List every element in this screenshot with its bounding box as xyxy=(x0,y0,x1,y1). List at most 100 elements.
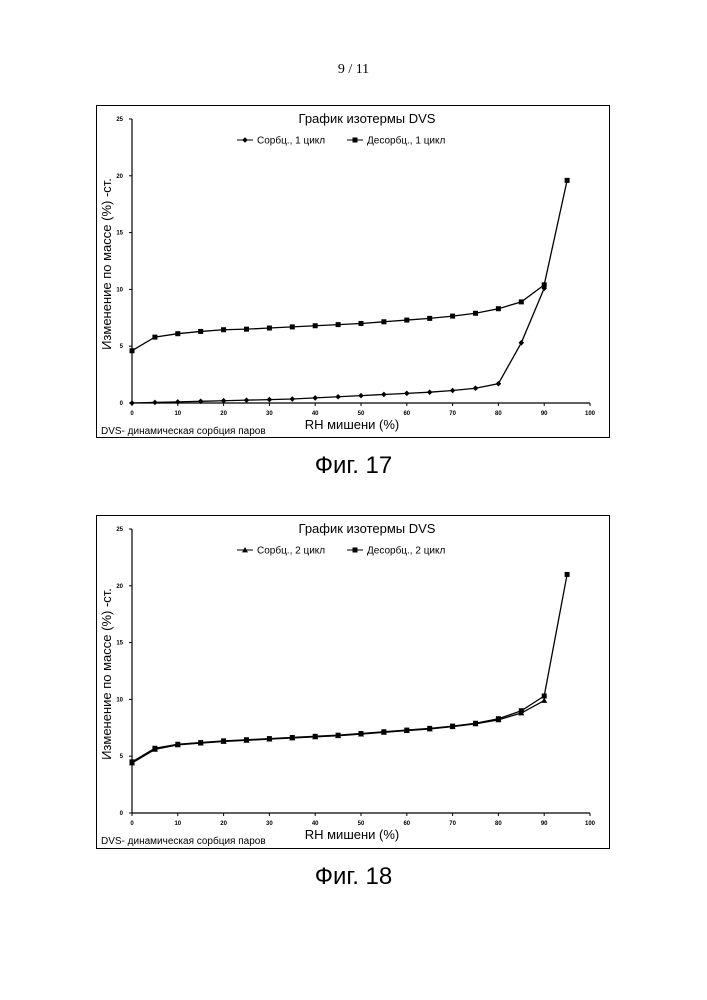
data-point xyxy=(175,331,180,336)
data-point xyxy=(175,742,180,747)
data-point xyxy=(267,326,272,331)
legend-item-1: Сорбц., 2 цикл xyxy=(237,545,325,557)
series-line xyxy=(132,574,567,761)
series-line xyxy=(132,180,567,350)
y-tick-label: 0 xyxy=(120,401,124,407)
chart-fig-17: 05101520250102030405060708090100График и… xyxy=(96,105,610,438)
legend-label: Сорбц., 1 цикл xyxy=(257,135,325,147)
data-point xyxy=(130,759,135,764)
x-tick-label: 0 xyxy=(130,411,134,417)
data-point xyxy=(427,726,432,731)
data-point xyxy=(244,327,249,332)
data-point xyxy=(336,322,341,327)
y-tick-label: 0 xyxy=(120,811,124,817)
data-point xyxy=(404,728,409,733)
chart-title: График изотермы DVS xyxy=(299,111,436,126)
x-tick-label: 0 xyxy=(130,821,134,827)
y-axis-label: Изменение по массе (%) -ст. xyxy=(99,178,114,350)
data-point xyxy=(542,282,547,287)
data-point xyxy=(152,746,157,751)
x-tick-label: 80 xyxy=(495,821,502,827)
legend-item-1: Сорбц., 1 цикл xyxy=(237,135,325,147)
data-point xyxy=(359,321,364,326)
y-tick-label: 10 xyxy=(116,287,123,293)
y-tick-label: 15 xyxy=(116,231,123,237)
y-tick-label: 20 xyxy=(116,174,123,180)
data-point xyxy=(313,323,318,328)
y-tick-label: 5 xyxy=(120,754,124,760)
x-tick-label: 90 xyxy=(541,411,548,417)
x-tick-label: 100 xyxy=(585,411,596,417)
y-tick-label: 10 xyxy=(116,697,123,703)
chart-fig-18: 05101520250102030405060708090100График и… xyxy=(96,515,610,849)
y-tick-label: 5 xyxy=(120,344,124,350)
data-point xyxy=(152,400,158,406)
data-point xyxy=(496,306,501,311)
x-tick-label: 70 xyxy=(449,411,456,417)
data-point xyxy=(496,716,501,721)
data-point xyxy=(290,396,296,402)
legend-label: Десорбц., 2 цикл xyxy=(367,545,446,557)
chart-footnote: DVS- динамическая сорбция паров xyxy=(101,425,266,437)
data-point xyxy=(130,348,135,353)
data-point xyxy=(473,311,478,316)
data-point xyxy=(312,395,318,401)
data-point xyxy=(290,735,295,740)
data-point xyxy=(542,693,547,698)
data-point xyxy=(290,324,295,329)
data-point xyxy=(358,393,364,399)
data-point xyxy=(427,316,432,321)
data-point xyxy=(244,737,249,742)
data-point xyxy=(473,721,478,726)
data-point xyxy=(565,572,570,577)
data-point xyxy=(359,731,364,736)
data-point xyxy=(198,329,203,334)
data-point xyxy=(313,734,318,739)
data-point xyxy=(427,389,433,395)
series-line xyxy=(132,288,544,403)
chart-title: График изотермы DVS xyxy=(299,521,436,536)
data-point xyxy=(152,335,157,340)
data-point xyxy=(519,340,525,346)
data-point xyxy=(381,392,387,398)
legend-label: Сорбц., 2 цикл xyxy=(257,545,325,557)
y-tick-label: 25 xyxy=(116,527,123,533)
data-point xyxy=(565,178,570,183)
x-axis-label: RH мишени (%) xyxy=(305,417,400,432)
data-point xyxy=(198,740,203,745)
legend-item-2: Десорбц., 2 цикл xyxy=(347,545,446,557)
x-tick-label: 80 xyxy=(495,411,502,417)
x-tick-label: 90 xyxy=(541,821,548,827)
x-tick-label: 60 xyxy=(403,821,410,827)
data-point xyxy=(404,318,409,323)
y-tick-label: 20 xyxy=(116,584,123,590)
x-tick-label: 100 xyxy=(585,821,596,827)
y-axis-label: Изменение по массе (%) -ст. xyxy=(99,588,114,760)
data-point xyxy=(496,381,502,387)
x-axis-label: RH мишени (%) xyxy=(305,827,400,842)
series-2 xyxy=(130,178,570,353)
series-1 xyxy=(129,698,547,766)
x-tick-label: 20 xyxy=(220,411,227,417)
data-point xyxy=(450,388,456,394)
figure-caption-17: Фиг. 17 xyxy=(0,452,707,480)
legend-marker xyxy=(353,548,358,553)
figure-caption-18: Фиг. 18 xyxy=(0,863,707,891)
series-1 xyxy=(129,285,547,405)
chart-svg-fig-17: 05101520250102030405060708090100График и… xyxy=(97,106,609,437)
x-tick-label: 30 xyxy=(266,411,273,417)
data-point xyxy=(221,327,226,332)
y-tick-label: 15 xyxy=(116,641,123,647)
data-point xyxy=(404,391,410,397)
data-point xyxy=(381,319,386,324)
data-point xyxy=(175,399,181,405)
data-point xyxy=(267,397,273,403)
legend-marker xyxy=(242,137,248,143)
data-point xyxy=(381,729,386,734)
legend-marker xyxy=(353,138,358,143)
series-line xyxy=(132,701,544,763)
data-point xyxy=(519,299,524,304)
x-tick-label: 10 xyxy=(174,411,181,417)
chart-svg-fig-18: 05101520250102030405060708090100График и… xyxy=(97,516,609,848)
data-point xyxy=(519,708,524,713)
